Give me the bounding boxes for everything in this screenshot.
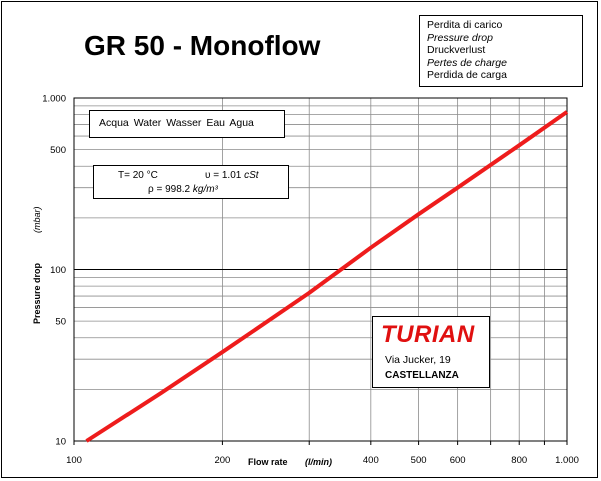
- chart-title: GR 50 - Monoflow: [84, 30, 321, 61]
- fluids-box: Acqua Water Wasser Eau Agua: [89, 110, 285, 138]
- density-unit: kg/m³: [192, 184, 218, 195]
- density-group: ρ = 998.2 kg/m³: [148, 184, 218, 195]
- grid-lines: [73, 97, 568, 442]
- x-axis-unit: (l/min): [305, 457, 332, 467]
- density-text: ρ = 998.2: [148, 184, 191, 195]
- fluid-properties-box: T= 20 °C υ = 1.01 cSt ρ = 998.2 kg/m³: [93, 165, 289, 199]
- series-layer: [85, 110, 569, 443]
- legend-line-spanish: Perdida de carga: [427, 69, 507, 82]
- legend-line-german: Druckverlust: [427, 44, 486, 57]
- viscosity-text: υ = 1.01: [205, 170, 242, 181]
- legend-line-english: Pressure drop: [427, 31, 493, 44]
- y-axis-label: Pressure drop: [32, 262, 42, 324]
- tick-labels: 100 200 400 500 600 800 1.000 10 50 100 500 1.000: [42, 94, 579, 467]
- y-tick-label: 1.000: [42, 94, 66, 105]
- temperature-text: T= 20 °C: [118, 170, 158, 181]
- x-tick-label: 800: [511, 455, 527, 466]
- legend-line-italian: Perdita di carico: [427, 19, 503, 31]
- axes: [73, 97, 568, 445]
- viscosity-unit: cSt: [244, 170, 259, 181]
- x-tick-label: 400: [363, 455, 379, 466]
- pressure-drop-line: [85, 110, 569, 443]
- brand-logo-text: TURIAN: [381, 321, 475, 348]
- language-legend-box: Perdita di carico Pressure drop Druckver…: [419, 15, 583, 87]
- brand-street: Via Jucker, 19: [385, 354, 451, 366]
- x-tick-label: 1.000: [555, 455, 579, 466]
- x-tick-label: 500: [411, 455, 427, 466]
- brand-city: CASTELLANZA: [385, 370, 459, 381]
- x-tick-label: 200: [214, 455, 230, 466]
- y-tick-label: 500: [50, 145, 66, 156]
- fluids-text: Acqua Water Wasser Eau Agua: [99, 117, 254, 129]
- viscosity-group: υ = 1.01 cSt: [205, 170, 259, 181]
- plot-border: [73, 97, 568, 442]
- x-tick-label: 100: [66, 455, 82, 466]
- legend-line-french: Pertes de charge: [427, 56, 507, 69]
- y-axis-unit: (mbar): [32, 206, 42, 233]
- x-tick-label: 600: [450, 455, 466, 466]
- x-axis-label: Flow rate: [248, 457, 288, 467]
- brand-box: TURIAN Via Jucker, 19 CASTELLANZA: [372, 316, 490, 388]
- y-tick-label: 10: [55, 437, 66, 448]
- y-tick-label: 50: [55, 317, 66, 328]
- y-tick-label: 100: [50, 265, 66, 276]
